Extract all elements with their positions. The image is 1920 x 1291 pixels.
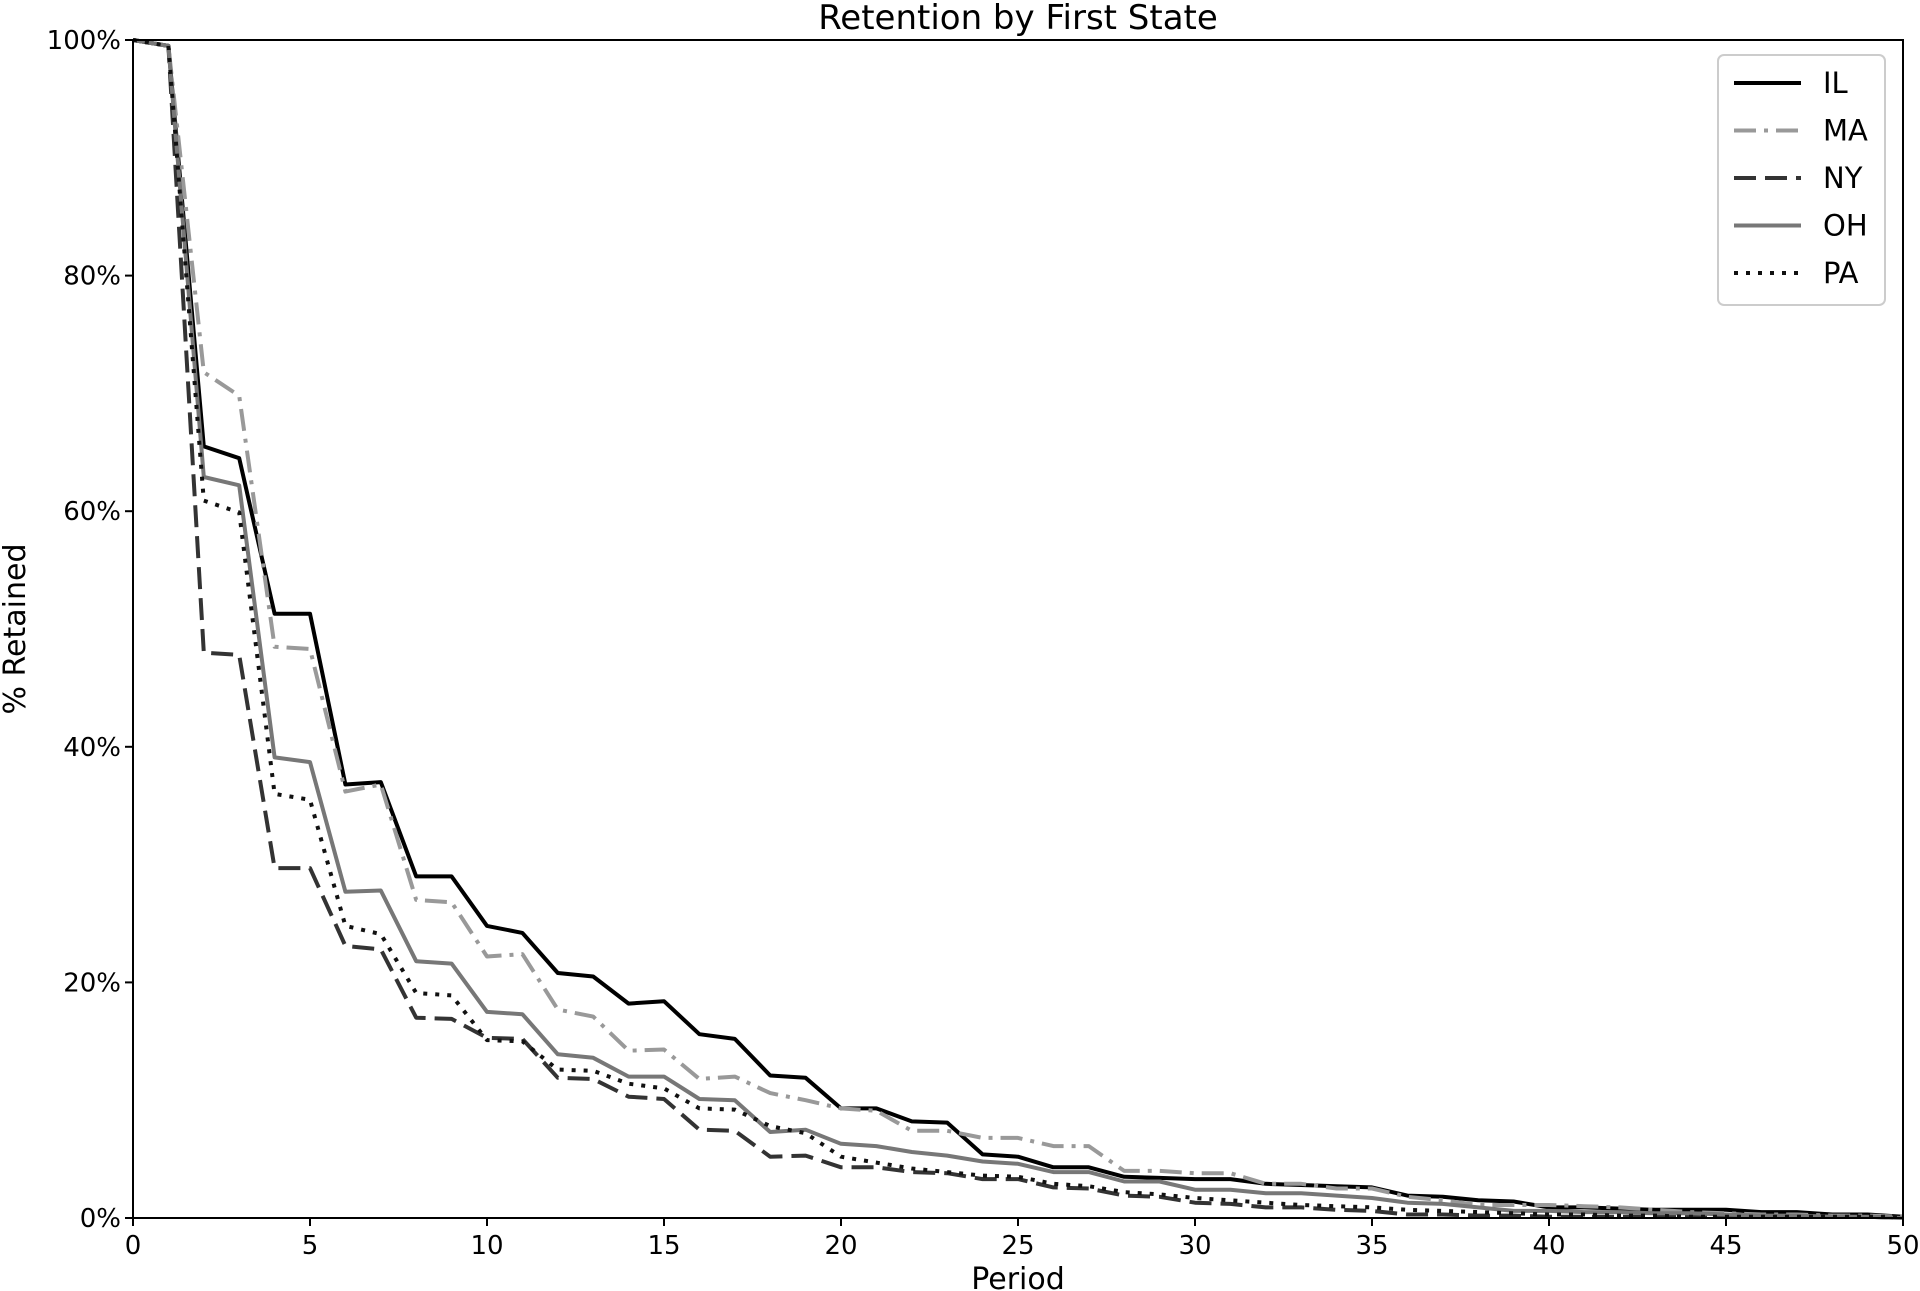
series-line-ny — [132, 38, 1904, 1220]
x-tick-label: 30 — [1178, 1231, 1211, 1261]
y-tick-label: 0% — [80, 1204, 121, 1234]
x-tick-label: 45 — [1709, 1231, 1742, 1261]
series-line-ma — [132, 38, 1904, 1219]
legend-label-pa: PA — [1823, 256, 1859, 290]
x-axis-label: Period — [971, 1262, 1065, 1291]
plot-lines — [132, 38, 1904, 1220]
y-tick-label: 40% — [63, 733, 121, 763]
y-tick-label: 20% — [63, 968, 121, 998]
x-tick-label: 20 — [824, 1231, 857, 1261]
legend-label-ma: MA — [1823, 114, 1868, 148]
series-line-pa — [132, 38, 1903, 1219]
x-tick-label: 15 — [647, 1231, 680, 1261]
legend-label-ny: NY — [1823, 161, 1863, 195]
x-axis-ticks: 0 5 10 15 20 25 30 35 40 45 50 — [125, 1218, 1920, 1261]
x-tick-label: 5 — [302, 1231, 319, 1261]
x-tick-label: 25 — [1001, 1231, 1034, 1261]
series-line-oh — [132, 38, 1904, 1220]
x-tick-label: 10 — [470, 1231, 503, 1261]
plot-area-frame — [132, 39, 1904, 1219]
x-tick-label: 50 — [1886, 1231, 1919, 1261]
x-tick-label: 0 — [125, 1231, 142, 1261]
y-axis-label: % Retained — [0, 544, 33, 715]
legend-label-oh: OH — [1823, 209, 1868, 243]
y-tick-label: 60% — [63, 497, 121, 527]
chart-title: Retention by First State — [818, 0, 1218, 38]
x-tick-label: 35 — [1355, 1231, 1388, 1261]
legend-box — [1717, 54, 1886, 306]
y-axis-ticks: 0% 20% 40% 60% 80% 100% — [47, 26, 133, 1234]
y-tick-label: 100% — [47, 26, 121, 56]
legend-label-il: IL — [1823, 66, 1848, 100]
y-tick-label: 80% — [63, 262, 121, 292]
series-line-il — [132, 38, 1904, 1219]
legend: IL MA NY OH PA — [1717, 54, 1886, 306]
x-tick-label: 40 — [1532, 1231, 1565, 1261]
